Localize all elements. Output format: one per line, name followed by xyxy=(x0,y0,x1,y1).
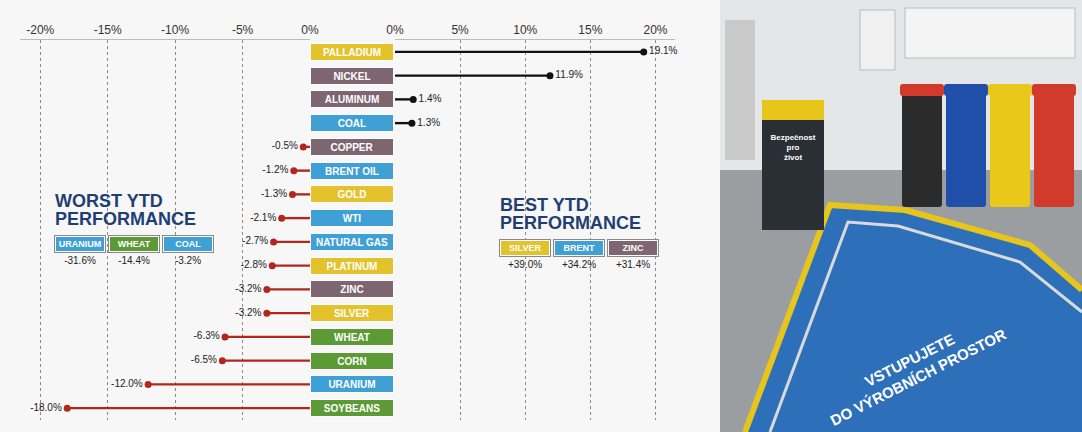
svg-text:-3.2%: -3.2% xyxy=(235,283,261,294)
svg-text:-6.3%: -6.3% xyxy=(194,330,220,341)
svg-text:19.1%: 19.1% xyxy=(649,45,677,56)
svg-text:-2.7%: -2.7% xyxy=(242,235,268,246)
svg-text:-12.0%: -12.0% xyxy=(111,378,143,389)
svg-text:Bezpečnostproživot: Bezpečnostproživot xyxy=(771,133,816,162)
svg-text:COPPER: COPPER xyxy=(330,142,373,153)
svg-text:-2.8%: -2.8% xyxy=(241,259,267,270)
svg-text:-1.3%: -1.3% xyxy=(261,188,287,199)
svg-text:20%: 20% xyxy=(643,23,667,37)
html-text:+39.0%: +39.0% xyxy=(507,259,543,270)
svg-text:WHEAT: WHEAT xyxy=(334,332,370,343)
html-text:URANIUM: URANIUM xyxy=(58,239,102,249)
svg-text:CORN: CORN xyxy=(337,356,366,367)
svg-text:15%: 15% xyxy=(578,23,602,37)
svg-text:1.4%: 1.4% xyxy=(419,93,442,104)
svg-text:1.3%: 1.3% xyxy=(417,117,440,128)
svg-text:-2.1%: -2.1% xyxy=(250,212,276,223)
html-text:COAL: COAL xyxy=(175,239,201,249)
svg-text:PLATINUM: PLATINUM xyxy=(327,261,378,272)
svg-text:-3.2%: -3.2% xyxy=(235,307,261,318)
svg-text:GOLD: GOLD xyxy=(338,189,367,200)
svg-text:0%: 0% xyxy=(301,23,319,37)
html-text:+34.2%: +34.2% xyxy=(561,259,597,270)
svg-text:SILVER: SILVER xyxy=(334,308,370,319)
html-text:-31.6%: -31.6% xyxy=(64,255,96,266)
svg-text:5%: 5% xyxy=(451,23,469,37)
svg-text:10%: 10% xyxy=(513,23,537,37)
svg-text:0%: 0% xyxy=(386,23,404,37)
html-text:+31.4%: +31.4% xyxy=(615,259,651,270)
svg-text:-6.5%: -6.5% xyxy=(191,354,217,365)
svg-text:NATURAL GAS: NATURAL GAS xyxy=(316,237,388,248)
svg-text:-10%: -10% xyxy=(161,23,189,37)
html-text:BRENT: BRENT xyxy=(563,243,595,253)
svg-text:BRENT OIL: BRENT OIL xyxy=(325,166,379,177)
html-text:-14.4%: -14.4% xyxy=(118,255,150,266)
svg-text:NICKEL: NICKEL xyxy=(333,71,370,82)
svg-text:VSTUPUJETEDO VÝROBNÍCH PROSTOR: VSTUPUJETEDO VÝROBNÍCH PROSTOR xyxy=(819,308,1009,429)
svg-text:PALLADIUM: PALLADIUM xyxy=(323,47,381,58)
svg-text:-18.0%: -18.0% xyxy=(30,402,62,413)
svg-text:COAL: COAL xyxy=(338,118,366,129)
html-text:WHEAT: WHEAT xyxy=(117,239,151,249)
svg-text:-20%: -20% xyxy=(26,23,54,37)
html-text:SILVER: SILVER xyxy=(509,243,541,253)
html-text:WORST YTD PERFORMANCE: WORST YTD PERFORMANCE xyxy=(55,191,196,229)
svg-text:-5%: -5% xyxy=(232,23,254,37)
html-text:BEST YTD PERFORMANCE: BEST YTD PERFORMANCE xyxy=(500,195,641,233)
html-text:-3.2%: -3.2% xyxy=(174,255,202,266)
svg-text:SOYBEANS: SOYBEANS xyxy=(324,403,380,414)
svg-text:URANIUM: URANIUM xyxy=(328,379,375,390)
svg-text:WTI: WTI xyxy=(343,213,362,224)
svg-text:ZINC: ZINC xyxy=(340,284,363,295)
svg-text:11.9%: 11.9% xyxy=(555,69,583,80)
svg-text:-1.2%: -1.2% xyxy=(262,164,288,175)
svg-text:ALUMINUM: ALUMINUM xyxy=(325,94,379,105)
html-text:ZINC: ZINC xyxy=(622,243,644,253)
svg-text:-0.5%: -0.5% xyxy=(272,140,298,151)
svg-text:-15%: -15% xyxy=(94,23,122,37)
